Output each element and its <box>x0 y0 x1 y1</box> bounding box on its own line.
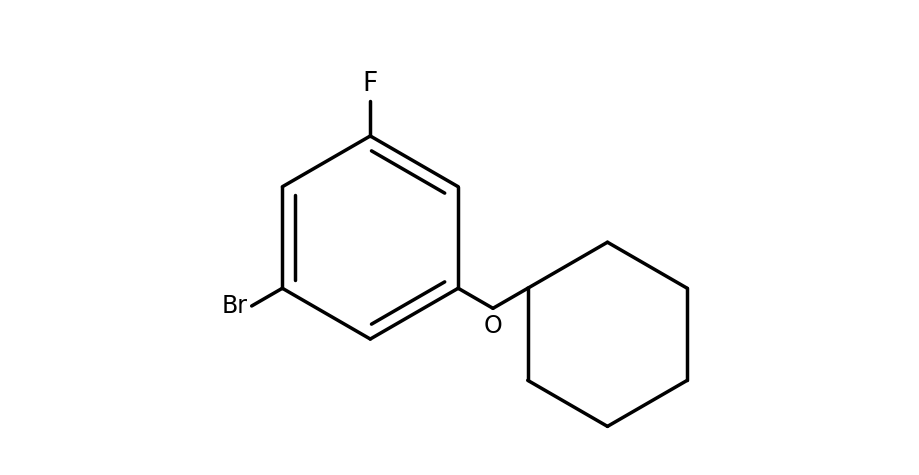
Text: Br: Br <box>221 294 247 318</box>
Text: F: F <box>362 71 378 97</box>
Text: O: O <box>483 314 503 339</box>
